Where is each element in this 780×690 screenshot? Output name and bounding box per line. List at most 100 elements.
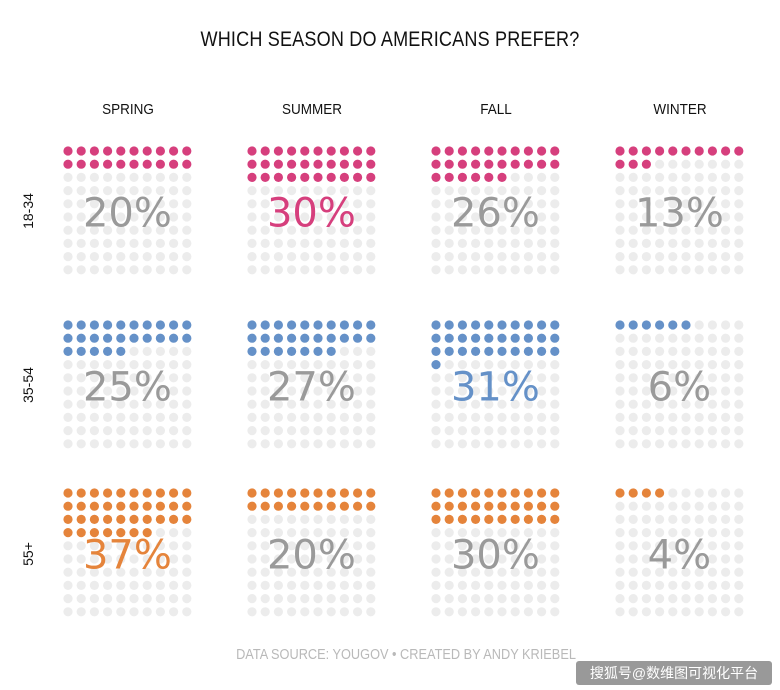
empty-dot (655, 238, 665, 248)
empty-dot (116, 567, 126, 577)
empty-dot (444, 212, 454, 222)
empty-dot (537, 594, 547, 604)
empty-dot (721, 607, 731, 617)
filled-dot (523, 346, 534, 356)
filled-dot (169, 488, 179, 498)
filled-dot (681, 146, 691, 156)
empty-dot (300, 580, 310, 591)
empty-dot (457, 554, 467, 564)
empty-dot (734, 252, 744, 262)
empty-dot (300, 528, 310, 538)
empty-dot (523, 360, 534, 370)
filled-dot (63, 159, 73, 169)
empty-dot (628, 225, 638, 235)
filled-dot (326, 172, 336, 182)
filled-dot (353, 172, 363, 182)
empty-dot (260, 238, 270, 248)
empty-dot (655, 541, 665, 551)
empty-dot (537, 439, 547, 449)
empty-dot (550, 426, 560, 436)
empty-dot (169, 528, 179, 538)
filled-dot (247, 346, 257, 356)
empty-dot (103, 426, 113, 436)
empty-dot (76, 360, 86, 370)
empty-dot (615, 607, 625, 617)
filled-dot (537, 514, 547, 525)
percent-label: 6% (648, 364, 711, 410)
empty-dot (431, 212, 441, 222)
empty-dot (103, 594, 113, 604)
filled-dot (116, 501, 126, 511)
empty-dot (628, 426, 638, 436)
empty-dot (129, 399, 139, 409)
empty-dot (550, 439, 560, 449)
waffle-18-34-spring: 20% (63, 146, 192, 275)
empty-dot (694, 541, 704, 551)
empty-dot (313, 541, 323, 551)
empty-dot (339, 607, 349, 617)
empty-dot (63, 541, 73, 551)
empty-dot (641, 399, 652, 409)
empty-dot (523, 265, 534, 275)
empty-dot (734, 212, 744, 222)
empty-dot (707, 265, 718, 275)
empty-dot (287, 373, 297, 383)
filled-dot (260, 333, 270, 343)
empty-dot (721, 320, 731, 330)
filled-dot (471, 320, 481, 330)
empty-dot (655, 252, 665, 262)
empty-dot (707, 580, 718, 591)
empty-dot (273, 514, 283, 525)
empty-dot (444, 567, 454, 577)
empty-dot (615, 238, 625, 248)
empty-dot (615, 373, 625, 383)
empty-dot (444, 594, 454, 604)
percent-label: 31% (451, 364, 540, 410)
filled-dot (628, 159, 638, 169)
empty-dot (76, 172, 86, 182)
empty-dot (142, 386, 152, 396)
empty-dot (550, 412, 560, 422)
empty-dot (273, 439, 283, 449)
filled-dot (313, 320, 323, 330)
empty-dot (326, 386, 336, 396)
empty-dot (142, 346, 152, 356)
empty-dot (366, 607, 376, 617)
filled-dot (142, 146, 152, 156)
empty-dot (182, 594, 192, 604)
empty-dot (707, 225, 718, 235)
empty-dot (431, 252, 441, 262)
empty-dot (668, 607, 678, 617)
empty-dot (510, 265, 520, 275)
empty-dot (300, 514, 310, 525)
empty-dot (537, 360, 547, 370)
empty-dot (353, 265, 363, 275)
filled-dot (510, 146, 520, 156)
empty-dot (273, 225, 283, 235)
empty-dot (116, 439, 126, 449)
filled-dot (537, 159, 547, 169)
empty-dot (287, 225, 297, 235)
empty-dot (457, 373, 467, 383)
filled-dot (444, 346, 454, 356)
empty-dot (471, 212, 481, 222)
empty-dot (182, 399, 192, 409)
empty-dot (681, 488, 691, 498)
empty-dot (103, 580, 113, 591)
empty-dot (182, 252, 192, 262)
empty-dot (615, 501, 625, 511)
empty-dot (681, 373, 691, 383)
filled-dot (510, 514, 520, 525)
empty-dot (63, 554, 73, 564)
filled-dot (510, 501, 520, 511)
empty-dot (353, 594, 363, 604)
empty-dot (431, 554, 441, 564)
empty-dot (721, 488, 731, 498)
empty-dot (628, 528, 638, 538)
empty-dot (523, 412, 534, 422)
empty-dot (668, 186, 678, 196)
filled-dot (471, 501, 481, 511)
empty-dot (510, 225, 520, 235)
filled-dot (76, 146, 86, 156)
filled-dot (510, 320, 520, 330)
